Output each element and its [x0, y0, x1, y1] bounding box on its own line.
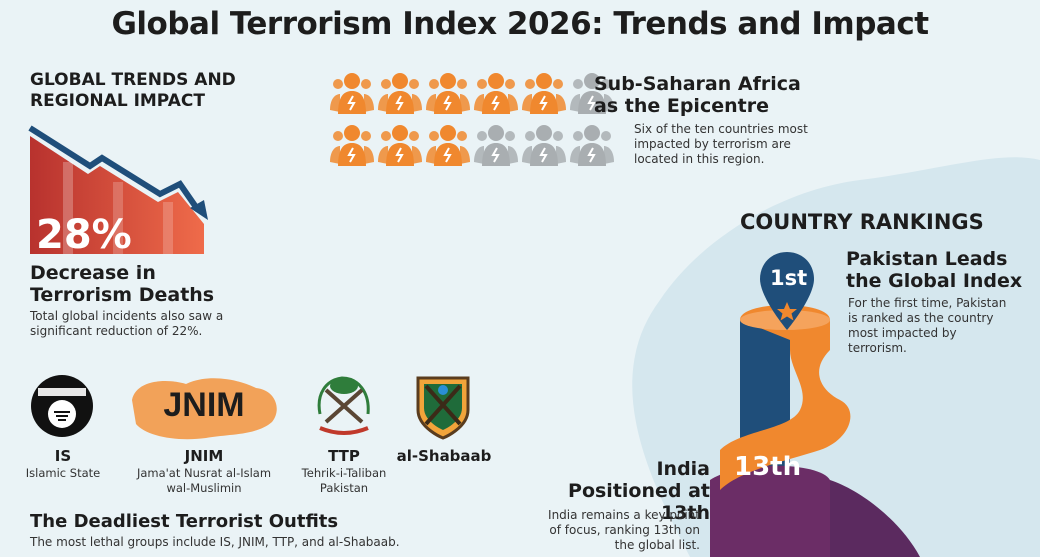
group-name-ttp: Tehrik-i-Taliban Pakistan	[301, 466, 387, 495]
is-logo	[26, 372, 98, 438]
india-rank-badge: 13th	[734, 452, 802, 482]
trend-line	[28, 125, 201, 212]
trend-arrow-head	[190, 200, 208, 220]
people-icon-grid	[330, 72, 620, 172]
groups-heading: The Deadliest Terrorist Outfits	[30, 511, 339, 532]
africa-description: Six of the ten countries most impacted b…	[634, 122, 808, 166]
person-icon-highlighted	[330, 73, 374, 114]
africa-heading: Sub-Saharan Africa as the Epicentre	[594, 73, 801, 117]
rankings-heading: COUNTRY RANKINGS	[740, 210, 984, 234]
pakistan-description: For the first time, Pakistan is ranked a…	[848, 296, 1007, 355]
group-abbr-is: IS	[54, 447, 72, 465]
group-name-jnim: Jama'at Nusrat al-Islam wal-Muslimin	[136, 466, 272, 495]
svg-text:JNIM: JNIM	[163, 386, 244, 424]
person-icon-highlighted	[474, 73, 518, 114]
group-abbr-al-shabaab: al-Shabaab	[396, 447, 492, 465]
purple-pillar	[710, 465, 830, 557]
jnim-logo: JNIM	[126, 370, 282, 442]
page-title: Global Terrorism Index 2026: Trends and …	[111, 6, 929, 42]
group-name-is: Islamic State	[25, 466, 101, 480]
person-icon-highlighted	[378, 125, 422, 166]
al-shabaab-logo	[412, 372, 474, 442]
person-icon-muted	[570, 73, 614, 114]
trends-heading: GLOBAL TRENDS AND REGIONAL IMPACT	[30, 70, 236, 111]
person-icon-highlighted	[522, 73, 566, 114]
group-abbr-ttp: TTP	[328, 447, 360, 465]
person-icon-muted	[474, 125, 518, 166]
orange-ribbon	[720, 305, 851, 490]
groups-description: The most lethal groups include IS, JNIM,…	[30, 535, 400, 549]
person-icon-highlighted	[426, 125, 470, 166]
person-icon-muted	[570, 125, 614, 166]
person-icon-highlighted	[378, 73, 422, 114]
star-icon	[777, 302, 797, 321]
trends-subheading: Decrease in Terrorism Deaths	[30, 262, 215, 306]
person-icon-highlighted	[330, 125, 374, 166]
pakistan-rank-badge: 1st	[770, 266, 808, 290]
person-icon-muted	[522, 125, 566, 166]
decrease-percent: 28%	[36, 212, 132, 258]
decline-area	[30, 136, 204, 254]
india-description: India remains a key point of focus, rank…	[548, 508, 700, 552]
ttp-logo	[312, 372, 376, 442]
trends-description: Total global incidents also saw a signif…	[30, 309, 224, 338]
group-abbr-jnim: JNIM	[184, 447, 224, 465]
purple-fold	[830, 480, 920, 557]
first-place-pin	[760, 252, 814, 330]
india-heading: India Positioned at 13th	[568, 458, 710, 524]
decrease-bar-chart	[28, 125, 208, 254]
pakistan-heading: Pakistan Leads the Global Index	[846, 248, 1023, 292]
person-icon-highlighted	[426, 73, 470, 114]
